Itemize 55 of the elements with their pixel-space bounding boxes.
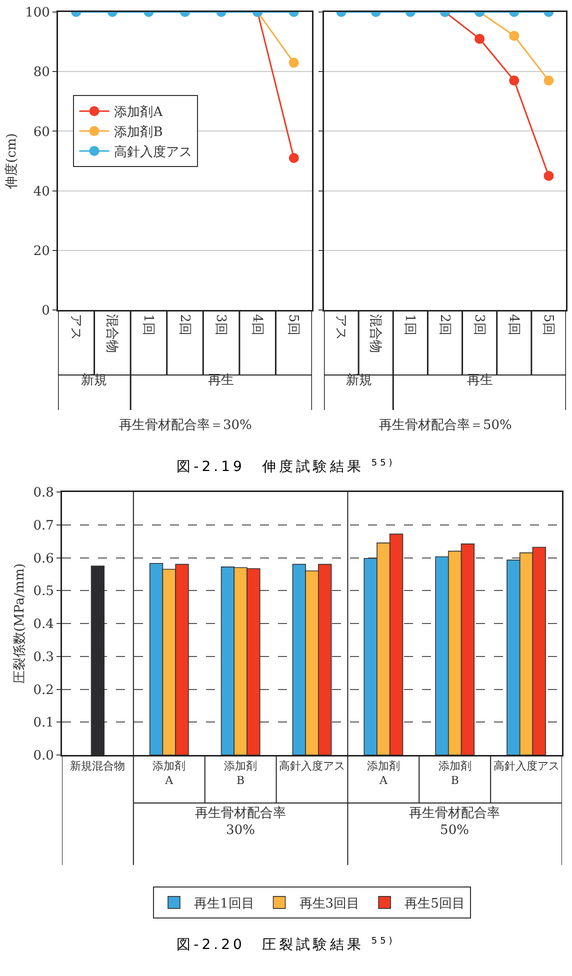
- text: 図-2.19 伸度試験結果 $^{55)}$: [176, 458, 396, 476]
- y-axis-title: 伸度(cm): [3, 133, 20, 190]
- legend-label: 添加剤A: [114, 105, 164, 120]
- x-tick-label: 添加剤 A: [366, 760, 400, 787]
- x-tick-label: 4回: [506, 314, 521, 336]
- x-tick-label: 3回: [213, 314, 228, 336]
- y-tick-label: 0.0: [33, 748, 54, 764]
- x-tick-label: 5回: [286, 314, 301, 336]
- y-tick-label: 0.2: [33, 682, 54, 698]
- x-tick-label: 高針入度アス: [279, 760, 345, 773]
- x-tick-label: アス: [333, 314, 348, 340]
- y-tick-label: 20: [33, 244, 50, 259]
- y-tick-label: 0.1: [33, 716, 54, 731]
- y-tick-label: 0.5: [33, 584, 54, 600]
- y-axis-title: 圧裂係数(MPa/mm): [12, 563, 28, 684]
- text: 再生: [467, 373, 493, 388]
- x-tick-label: 添加剤 B: [224, 760, 258, 787]
- text: 再生骨材配合率 30%: [195, 805, 286, 838]
- x-tick-label: 新規混合物: [70, 760, 126, 773]
- y-tick-label: 60: [33, 124, 50, 140]
- y-tick-label: 0: [42, 304, 50, 319]
- y-tick-label: 100: [25, 6, 50, 21]
- x-tick-label: 4回: [249, 314, 264, 336]
- x-tick-label: 添加剤 A: [152, 760, 186, 787]
- text: 新規: [81, 373, 107, 388]
- y-tick-label: 40: [33, 184, 50, 200]
- x-tick-label: 5回: [540, 314, 556, 336]
- y-tick-label: 0.6: [33, 551, 54, 566]
- legend-label: 高針入度アス: [114, 144, 192, 160]
- x-axis-title: 再生骨材配合率＝30%: [119, 417, 252, 433]
- x-axis-title: 再生骨材配合率＝50%: [379, 417, 512, 433]
- x-tick-label: 混合物: [368, 314, 383, 354]
- legend-label: 再生5回目: [404, 896, 465, 912]
- x-tick-label: アス: [68, 314, 83, 340]
- x-tick-label: 2回: [436, 314, 452, 336]
- text: 再生: [208, 373, 234, 388]
- y-tick-label: 80: [33, 65, 50, 80]
- x-tick-label: 高針入度アス: [493, 760, 560, 773]
- legend-label: 再生3回目: [299, 896, 360, 912]
- y-tick-label: 0.4: [33, 617, 54, 632]
- text: 新規: [346, 373, 372, 388]
- x-tick-label: 1回: [140, 314, 156, 336]
- bar: [90, 566, 105, 755]
- y-tick-label: 0.3: [33, 650, 54, 665]
- y-tick-label: 0.7: [33, 518, 54, 534]
- x-tick-label: 3回: [471, 314, 486, 336]
- legend-label: 添加剤B: [114, 125, 163, 140]
- x-tick-label: 混合物: [104, 314, 120, 354]
- legend-label: 再生1回目: [194, 896, 254, 912]
- x-tick-label: 添加剤 B: [438, 760, 472, 787]
- x-tick-label: 1回: [402, 314, 418, 336]
- x-tick-label: 2回: [176, 314, 192, 336]
- text: 図-2.20 圧裂試験結果 $^{55)}$: [176, 936, 396, 954]
- text: 再生骨材配合率 50%: [409, 805, 500, 838]
- y-tick-label: 0.8: [33, 486, 54, 501]
